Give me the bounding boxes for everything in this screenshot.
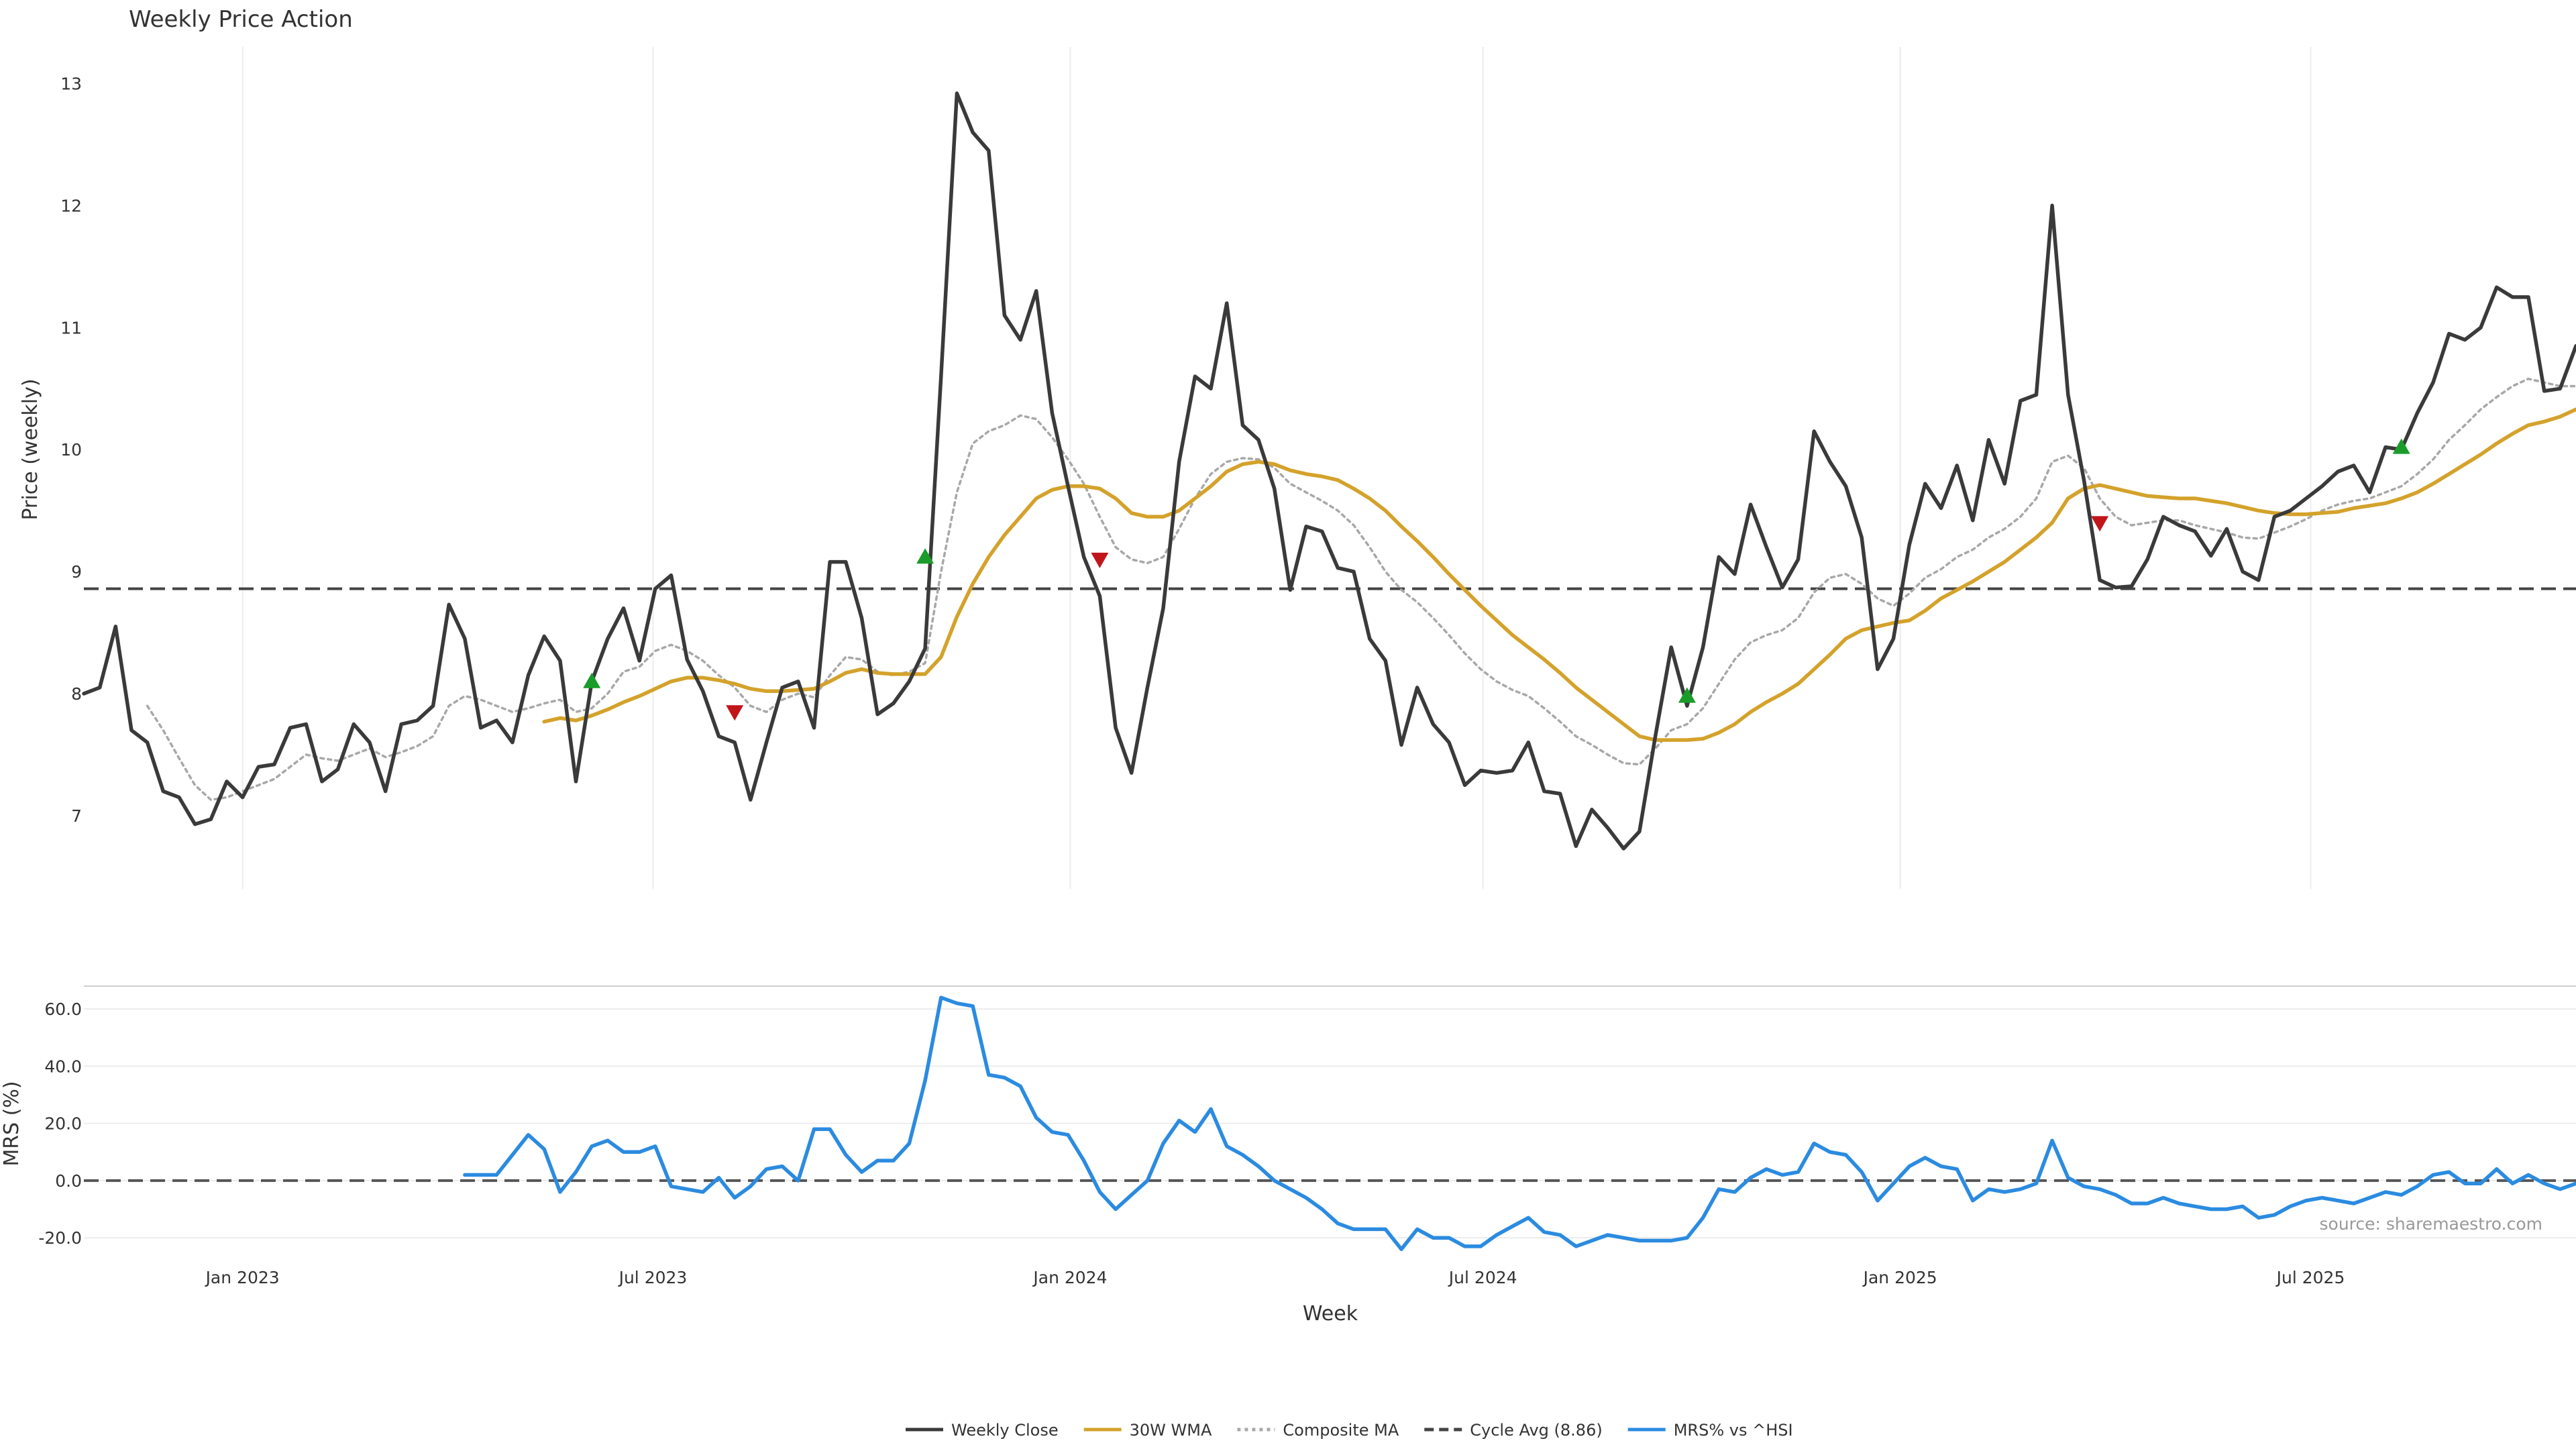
mrs-y-axis-label: MRS (%)	[0, 1081, 23, 1166]
signal-markers	[583, 438, 2410, 721]
mrs-y-ticks: 60.0 40.0 20.0 0.0 -20.0	[38, 1000, 82, 1248]
sell-signal-marker-3	[2091, 516, 2109, 532]
price-series	[82, 91, 2576, 851]
price-y-axis-label: Price (weekly)	[19, 378, 42, 520]
x-ticks: Jan 2023 Jul 2023 Jan 2024 Jul 2024 Jan 2025…	[205, 1268, 2345, 1287]
price-y-tick-12: 12	[60, 196, 82, 215]
mrs-y-tick-40-0: 40.0	[44, 1057, 82, 1076]
mrs-series	[84, 996, 2576, 1251]
x-axis-label: Week	[1303, 1302, 1358, 1326]
buy-signal-marker-1	[583, 672, 601, 688]
x-tick-jan-2023: Jan 2023	[205, 1268, 280, 1287]
mrs-y-tick-0-0: 0.0	[55, 1171, 82, 1191]
source-attribution: source: sharemaestro.com	[2320, 1214, 2543, 1234]
chart-title: Weekly Price Action	[129, 6, 353, 33]
legend-label-composite-ma: Composite MA	[1283, 1421, 1399, 1440]
mrs-y-tick-60-0: 60.0	[44, 1000, 82, 1019]
buy-signal-marker-2	[916, 548, 934, 564]
mrs-series-mrs-vs-hsi	[463, 996, 2576, 1251]
price-y-ticks: 7 8 9 10 11 12 13	[60, 74, 82, 826]
price-y-tick-9: 9	[71, 562, 82, 582]
x-tick-jan-2025: Jan 2025	[1862, 1268, 1937, 1287]
legend-label-30w-wma: 30W WMA	[1130, 1421, 1212, 1440]
mrs-grid	[84, 1008, 2576, 1239]
price-y-tick-7: 7	[71, 806, 82, 826]
price-grid	[241, 47, 2312, 889]
x-tick-jul-2023: Jul 2023	[618, 1268, 688, 1287]
buy-signal-marker-3	[1678, 687, 1696, 703]
buy-signal-marker-4	[2392, 438, 2410, 454]
x-tick-jan-2024: Jan 2024	[1032, 1268, 1107, 1287]
price-series-weekly-close	[82, 91, 2576, 851]
legend-label-mrs-vs-hsi: MRS% vs ^HSI	[1674, 1421, 1793, 1440]
price-y-tick-10: 10	[60, 440, 82, 460]
legend-label-cycle-avg-8-86: Cycle Avg (8.86)	[1470, 1421, 1602, 1440]
x-tick-jul-2025: Jul 2025	[2275, 1268, 2345, 1287]
x-tick-jul-2024: Jul 2024	[1448, 1268, 1517, 1287]
price-y-tick-8: 8	[71, 684, 82, 704]
mrs-y-tick-20-0: 20.0	[44, 1114, 82, 1134]
price-y-tick-11: 11	[60, 318, 82, 337]
legend: Weekly Close 30W WMA Composite MA Cycle Avg…	[906, 1421, 1793, 1440]
sell-signal-marker-2	[1091, 552, 1109, 568]
legend-label-weekly-close: Weekly Close	[951, 1421, 1059, 1440]
sell-signal-marker-1	[726, 705, 744, 721]
price-series-30w-wma	[542, 407, 2576, 742]
mrs-y-tick-20-0: -20.0	[38, 1228, 82, 1248]
price-y-tick-13: 13	[60, 74, 82, 94]
